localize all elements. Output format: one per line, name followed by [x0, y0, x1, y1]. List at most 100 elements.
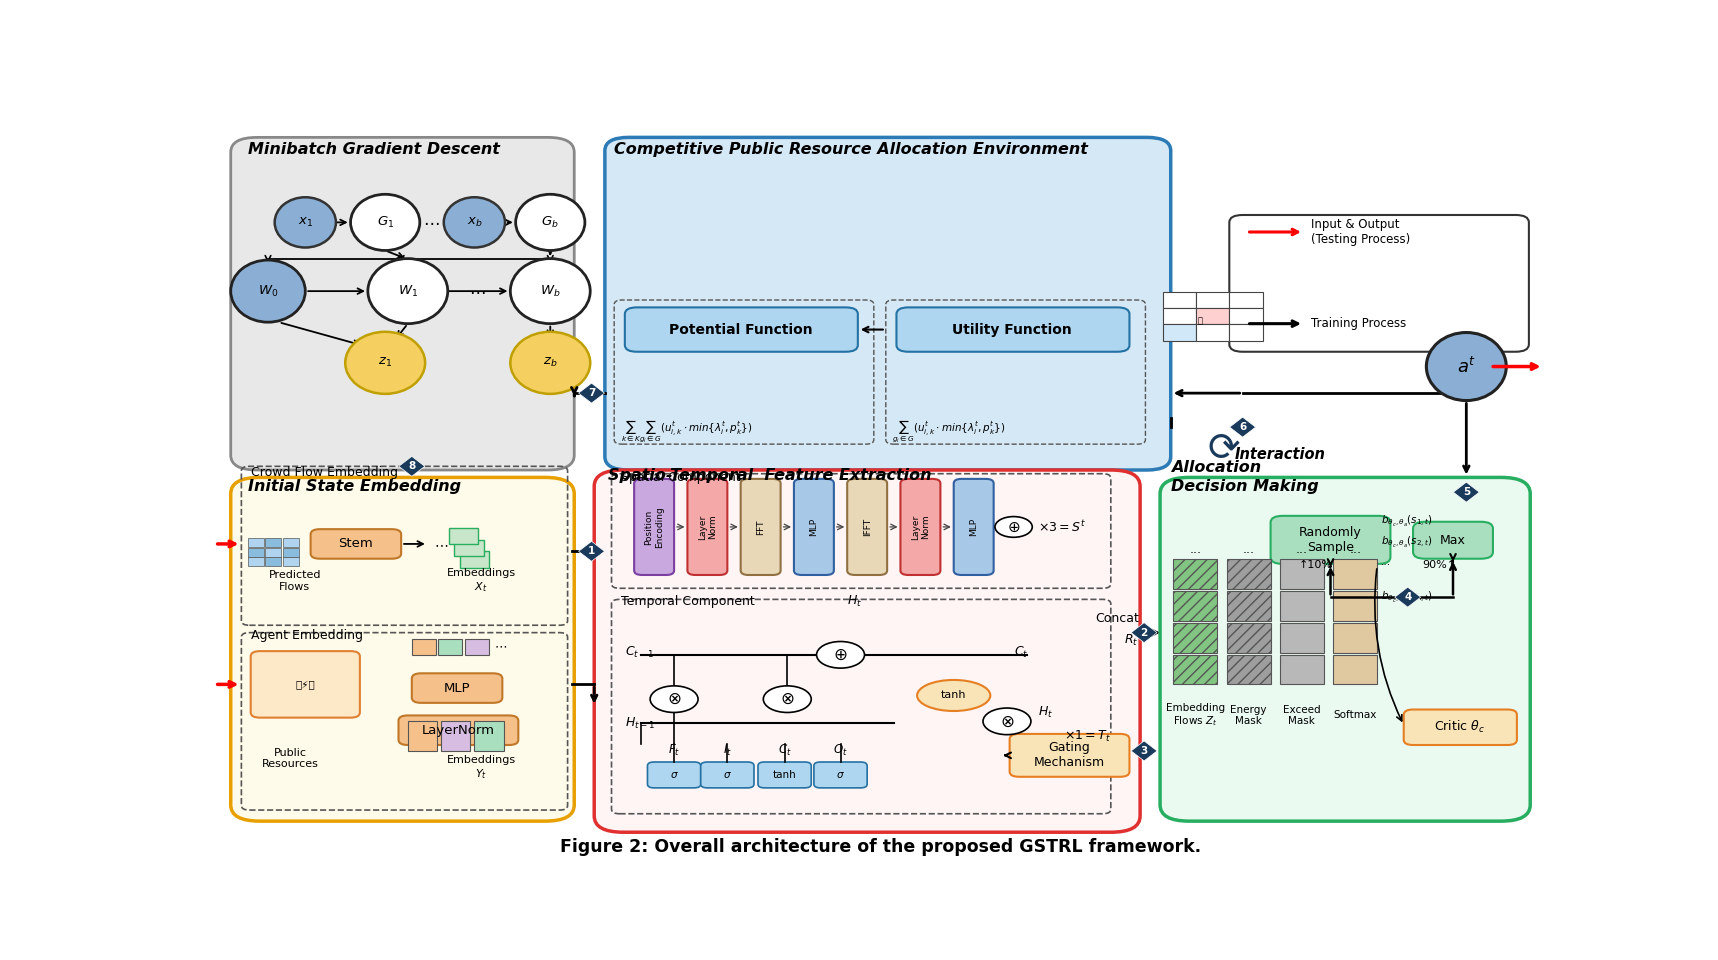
Text: $\times 1 = T_t$: $\times 1 = T_t$	[1063, 729, 1112, 744]
Text: $I_t$: $I_t$	[723, 743, 732, 758]
Text: Training Process: Training Process	[1311, 317, 1405, 330]
Circle shape	[983, 708, 1031, 734]
Text: $F_t$: $F_t$	[668, 743, 680, 758]
Text: Competitive Public Resource Allocation Environment: Competitive Public Resource Allocation E…	[615, 142, 1087, 156]
Text: Concat: Concat	[1094, 612, 1139, 625]
Ellipse shape	[515, 194, 584, 251]
Text: Embedding
Flows $Z_t$: Embedding Flows $Z_t$	[1167, 703, 1225, 729]
Text: Layer
Norm: Layer Norm	[698, 515, 716, 540]
FancyBboxPatch shape	[634, 479, 673, 575]
Ellipse shape	[368, 258, 448, 324]
Ellipse shape	[510, 258, 591, 324]
Text: $\otimes$: $\otimes$	[667, 690, 682, 708]
Polygon shape	[1130, 741, 1158, 761]
Text: $O_t$: $O_t$	[833, 743, 849, 758]
Bar	[1173, 560, 1218, 589]
Text: $\cdots$: $\cdots$	[423, 213, 440, 231]
Text: 3: 3	[1141, 746, 1148, 756]
Text: $W_1$: $W_1$	[399, 283, 417, 299]
Text: Stem: Stem	[338, 538, 373, 550]
Bar	[1230, 292, 1263, 308]
FancyBboxPatch shape	[814, 762, 868, 788]
Text: $\otimes$: $\otimes$	[780, 690, 794, 708]
Text: $\otimes$: $\otimes$	[1000, 712, 1014, 731]
Polygon shape	[1130, 623, 1158, 642]
Text: MLP: MLP	[969, 517, 978, 536]
Polygon shape	[579, 541, 605, 562]
Bar	[1333, 655, 1378, 684]
Bar	[1280, 655, 1325, 684]
FancyBboxPatch shape	[1404, 709, 1517, 745]
Bar	[474, 721, 503, 751]
Text: $G_b$: $G_b$	[541, 215, 558, 230]
Text: tanh: tanh	[941, 690, 967, 701]
Bar	[1163, 292, 1196, 308]
FancyBboxPatch shape	[399, 715, 519, 745]
Bar	[1173, 655, 1218, 684]
Text: ...: ...	[1295, 543, 1307, 557]
Text: Layer
Norm: Layer Norm	[911, 515, 929, 540]
Text: ...: ...	[1349, 543, 1361, 557]
FancyBboxPatch shape	[847, 479, 886, 575]
Text: $\cdots$: $\cdots$	[435, 537, 448, 551]
Bar	[1280, 560, 1325, 589]
Text: $z_b$: $z_b$	[543, 356, 558, 370]
Text: $C_{t-1}$: $C_{t-1}$	[625, 645, 655, 660]
FancyBboxPatch shape	[230, 137, 574, 470]
Text: Randomly
Sample: Randomly Sample	[1299, 526, 1362, 554]
Text: Initial State Embedding: Initial State Embedding	[247, 479, 460, 493]
Text: Predicted
Flows: Predicted Flows	[268, 570, 321, 591]
FancyBboxPatch shape	[1010, 733, 1129, 777]
Polygon shape	[1395, 588, 1421, 607]
Bar	[1333, 623, 1378, 653]
Text: Max: Max	[1440, 534, 1465, 547]
Text: $\sum_{g_i\in G}(u^t_{i,k}\cdot min\{\lambda^t_i,p^t_k\})$: $\sum_{g_i\in G}(u^t_{i,k}\cdot min\{\la…	[892, 419, 1007, 445]
Text: LayerNorm: LayerNorm	[423, 724, 495, 736]
Text: $x_b$: $x_b$	[467, 216, 483, 228]
Ellipse shape	[1426, 332, 1507, 400]
Ellipse shape	[350, 194, 419, 251]
Bar	[1333, 591, 1378, 621]
Text: $\sigma$: $\sigma$	[723, 770, 732, 780]
Bar	[1163, 308, 1196, 324]
Bar	[247, 547, 265, 557]
FancyBboxPatch shape	[701, 762, 754, 788]
Ellipse shape	[510, 332, 591, 394]
Bar	[1196, 324, 1230, 341]
Text: Spatial Component: Spatial Component	[620, 471, 740, 484]
Text: $\times 3 = S^t$: $\times 3 = S^t$	[1038, 519, 1086, 535]
Ellipse shape	[230, 260, 306, 323]
Text: Position
Encoding: Position Encoding	[644, 506, 663, 548]
Text: $b_{\theta_c,\theta_a}(s_{2,t})$: $b_{\theta_c,\theta_a}(s_{2,t})$	[1381, 535, 1433, 550]
Text: Softmax: Softmax	[1333, 710, 1376, 720]
Bar	[1227, 560, 1271, 589]
Text: MLP: MLP	[809, 517, 818, 536]
Text: $b_{\theta_c,\theta_a}(s_{n,t})$: $b_{\theta_c,\theta_a}(s_{n,t})$	[1381, 589, 1433, 605]
Text: $\sum_{k\in K}\sum_{g_i\in G}(u^t_{i,k}\cdot min\{\lambda^t_i,p^t_k\})$: $\sum_{k\in K}\sum_{g_i\in G}(u^t_{i,k}\…	[620, 419, 752, 445]
Bar	[1227, 623, 1271, 653]
Text: Crowd Flow Embedding: Crowd Flow Embedding	[251, 466, 397, 479]
Bar	[283, 557, 299, 566]
Text: Energy
Mask: Energy Mask	[1230, 705, 1266, 726]
Circle shape	[763, 685, 811, 712]
Text: $b_{\theta_c,\theta_a}(s_{1,t})$: $b_{\theta_c,\theta_a}(s_{1,t})$	[1381, 515, 1433, 529]
FancyBboxPatch shape	[900, 479, 940, 575]
Text: MLP: MLP	[443, 682, 471, 695]
FancyBboxPatch shape	[687, 479, 727, 575]
Bar	[438, 638, 462, 655]
Text: $R_t$: $R_t$	[1124, 633, 1139, 648]
Circle shape	[816, 641, 864, 668]
Circle shape	[649, 685, 698, 712]
FancyBboxPatch shape	[648, 762, 701, 788]
Text: $W_0$: $W_0$	[258, 283, 278, 299]
FancyBboxPatch shape	[311, 529, 402, 559]
Polygon shape	[399, 456, 424, 476]
Bar	[1196, 292, 1230, 308]
Bar	[1280, 623, 1325, 653]
Circle shape	[995, 516, 1033, 538]
Text: $W_b$: $W_b$	[539, 283, 560, 299]
Text: ↑10%: ↑10%	[1299, 561, 1333, 570]
FancyBboxPatch shape	[953, 479, 993, 575]
Text: Public
Resources: Public Resources	[263, 748, 320, 769]
Ellipse shape	[443, 197, 505, 248]
